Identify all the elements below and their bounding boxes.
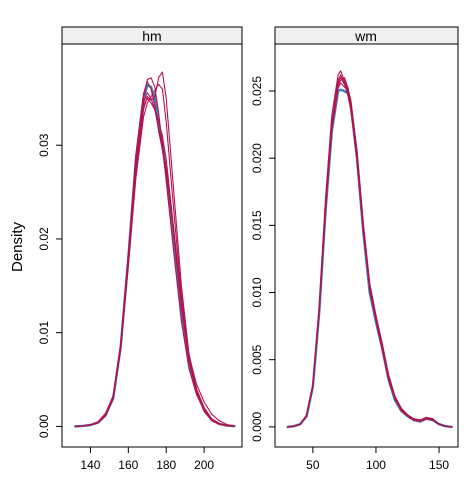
hm-x-tick-label: 200: [194, 458, 214, 472]
wm-x-tick-label: 50: [306, 458, 320, 472]
wm-observed-density-line-0: [286, 88, 453, 429]
wm-imputed-density-line-3: [287, 77, 453, 428]
wm-imputed-density-line-4: [287, 74, 453, 428]
hm-x-tick-label: 140: [80, 458, 100, 472]
hm-x-tick-label: 180: [156, 458, 176, 472]
hm-imputed-density-line-4: [74, 71, 235, 427]
hm-y-tick-label: 0.02: [37, 227, 51, 251]
panel-hm-axes: 140 160 180 200 0.00 0.01 0.02 0.03: [37, 133, 214, 472]
hm-imputed-density-line-2: [74, 77, 235, 427]
wm-imputed-density-line-2: [287, 70, 453, 428]
panel-hm-title: hm: [142, 28, 161, 44]
wm-x-tick-label: 150: [429, 458, 449, 472]
wm-x-tick-label: 100: [366, 458, 386, 472]
panel-wm-title: wm: [354, 28, 377, 44]
panel-wm: wm 50 100 150 0.000 0.005 0.010 0.015 0.020 0.02…: [250, 26, 459, 472]
hm-imputed-density-line-3: [74, 83, 235, 427]
wm-y-tick-label: 0.015: [250, 210, 264, 240]
hm-x-tick-label: 160: [118, 458, 138, 472]
hm-y-tick-label: 0.03: [37, 133, 51, 157]
wm-y-tick-label: 0.025: [250, 76, 264, 106]
panel-wm-plot-area: [274, 43, 459, 448]
panel-wm-axes: 50 100 150 0.000 0.005 0.010 0.015 0.020 0.025: [250, 76, 449, 472]
panel-wm-series: [286, 70, 453, 429]
wm-y-tick-label: 0.020: [250, 143, 264, 173]
hm-y-tick-label: 0.00: [37, 414, 51, 438]
panel-hm: hm 140 160 180 200 0.00 0.01 0.02 0.03: [37, 26, 243, 472]
wm-y-tick-label: 0.010: [250, 277, 264, 307]
panel-hm-plot-area: [61, 43, 243, 448]
wm-imputed-density-line-1: [287, 77, 453, 428]
hm-y-tick-label: 0.01: [37, 321, 51, 345]
wm-imputed-density-line-5: [287, 82, 453, 428]
hm-imputed-density-line-6: [74, 92, 235, 427]
panel-hm-series: [74, 71, 236, 428]
wm-y-tick-label: 0.000: [250, 412, 264, 442]
hm-imputed-density-line-1: [74, 97, 235, 427]
wm-y-tick-label: 0.005: [250, 344, 264, 374]
y-axis-label: Density: [9, 221, 26, 272]
hm-observed-density-line-0: [74, 83, 236, 428]
hm-imputed-density-line-5: [74, 80, 235, 427]
